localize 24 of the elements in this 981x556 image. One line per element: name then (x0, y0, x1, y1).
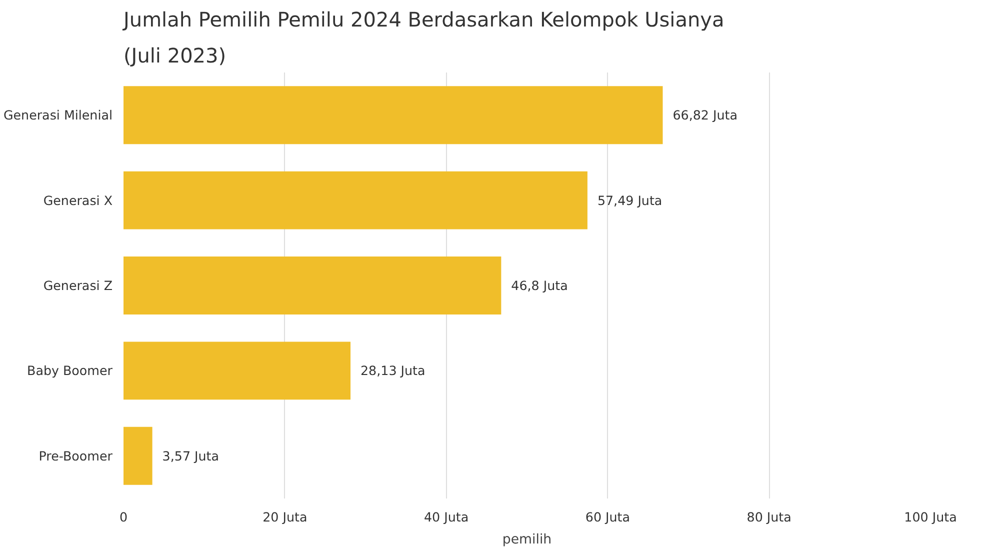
data-label: 28,13 Juta (360, 363, 426, 378)
data-label: 57,49 Juta (597, 192, 662, 208)
data-label: 3,57 Juta (162, 448, 219, 464)
bar (124, 86, 663, 144)
y-tick-label: Baby Boomer (27, 363, 114, 378)
chart-subtitle: (Juli 2023) (124, 44, 226, 68)
y-tick-label: Pre-Boomer (38, 448, 114, 464)
bar (124, 171, 588, 230)
bar (124, 342, 351, 400)
bar (124, 256, 502, 314)
data-label: 66,82 Juta (672, 108, 738, 123)
y-tick-label: Generasi Milenial (3, 108, 113, 123)
chart-title: Jumlah Pemilih Pemilu 2024 Berdasarkan Kelompok Usianya (122, 8, 724, 32)
y-tick-label: Generasi Z (43, 278, 113, 293)
x-tick-label: 80 Juta (746, 510, 792, 524)
x-tick-label: 100 Juta (904, 510, 957, 524)
y-tick-label: Generasi X (43, 192, 113, 208)
x-axis-title: pemilih (502, 532, 552, 548)
bar (124, 426, 152, 485)
data-label: 46,8 Juta (511, 278, 568, 293)
x-tick-label: 20 Juta (262, 510, 308, 524)
x-tick-label: 40 Juta (424, 510, 469, 524)
x-tick-label: 0 (119, 510, 128, 524)
x-tick-label: 60 Juta (585, 510, 630, 524)
